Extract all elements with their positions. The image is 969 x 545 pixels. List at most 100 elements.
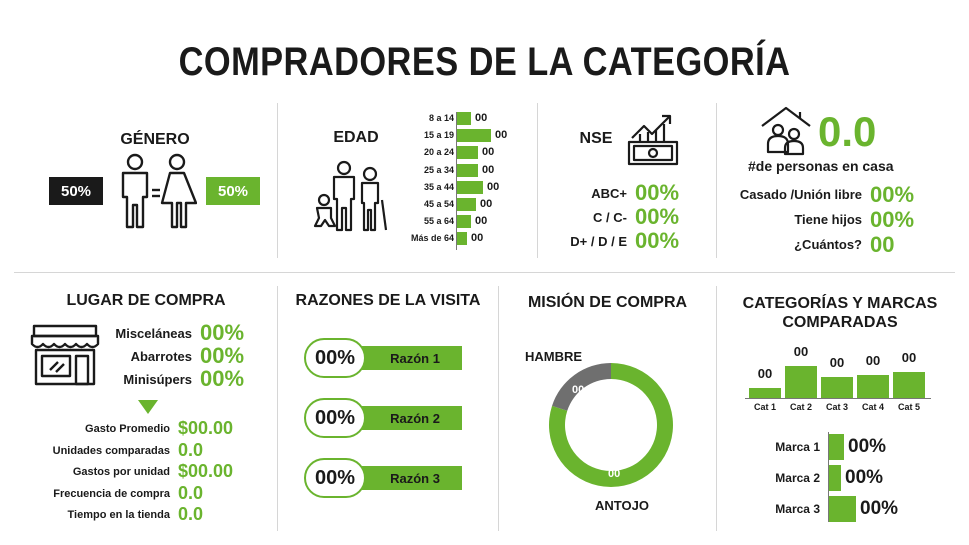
age-label: 55 a 64 bbox=[423, 216, 454, 227]
age-value: 00 bbox=[471, 232, 484, 245]
stat-label: Tiempo en la tienda bbox=[67, 509, 171, 522]
age-label: Más de 64 bbox=[410, 233, 454, 244]
age-bar bbox=[457, 232, 467, 246]
age-value: 00 bbox=[475, 112, 488, 124]
stat-value: 0.0 bbox=[178, 482, 204, 503]
age-label: 45 a 54 bbox=[423, 199, 454, 209]
male-pct-badge: 50% bbox=[49, 177, 103, 205]
age-value: 00 bbox=[480, 198, 493, 210]
household-label: ¿Cuántos? bbox=[794, 237, 862, 252]
gender-people-icon bbox=[121, 153, 197, 229]
age-bar bbox=[457, 163, 478, 177]
marcas-bar-chart: Marca 1 00% Marca 2 00% Marca 3 00% bbox=[740, 432, 940, 524]
household-label: Tiene hijos bbox=[794, 212, 862, 227]
lugar-value: 00% bbox=[200, 366, 245, 391]
reason-bar: Razón 3 bbox=[348, 466, 462, 490]
money-growth-icon bbox=[627, 114, 679, 166]
lugar-title: LUGAR DE COMPRA bbox=[66, 292, 226, 309]
divider bbox=[277, 103, 278, 258]
household-value: 00 bbox=[870, 232, 895, 257]
divider bbox=[498, 286, 499, 531]
age-label: 35 a 44 bbox=[423, 181, 454, 192]
household-size-label: #de personas en casa bbox=[748, 158, 894, 174]
nse-label: ABC+ bbox=[591, 186, 627, 201]
age-bar bbox=[457, 198, 476, 211]
razones-title: RAZONES DE LA VISITA bbox=[295, 292, 481, 309]
stat-label: Gastos por unidad bbox=[72, 466, 170, 479]
age-value: 00 bbox=[495, 129, 508, 142]
stat-value: $00.00 bbox=[178, 461, 234, 482]
age-value: 00 bbox=[482, 163, 495, 176]
antojo-value: 00 bbox=[608, 468, 620, 480]
cat-bar bbox=[893, 372, 925, 398]
cat-value: 00 bbox=[865, 353, 881, 368]
store-icon bbox=[30, 324, 100, 386]
nse-value: 00% bbox=[635, 228, 680, 253]
marca-value: 00% bbox=[848, 436, 887, 457]
age-bar bbox=[457, 180, 483, 194]
cat-label: Cat 1 bbox=[753, 402, 776, 412]
lugar-list: Misceláneas 00% Abarrotes 00% Minisúpers 00% bbox=[100, 320, 270, 392]
marca-bar bbox=[829, 465, 841, 491]
cat-bar bbox=[821, 377, 853, 398]
nse-label: D+ / D / E bbox=[570, 234, 627, 249]
reason-pct: 00% bbox=[304, 458, 366, 498]
hambre-slice bbox=[552, 363, 611, 411]
cat-bar bbox=[857, 375, 889, 398]
household-list: Casado /Unión libre 00% Tiene hijos 00% ¿Cuá… bbox=[730, 182, 960, 262]
stat-value: $00.00 bbox=[178, 418, 234, 438]
stat-label: Unidades comparadas bbox=[52, 444, 170, 457]
age-value: 00 bbox=[487, 180, 500, 193]
lugar-label: Abarrotes bbox=[130, 349, 192, 364]
categorias-bar-chart: 00 Cat 1 00 Cat 2 00 Cat 3 00 Cat 4 00 Cat 5 bbox=[745, 344, 935, 416]
razones-list: Razón 1 00% Razón 2 00% Razón 3 00% bbox=[300, 338, 470, 508]
household-size-value: 0.0 bbox=[818, 108, 877, 155]
divider bbox=[14, 272, 955, 273]
marca-label: Marca 3 bbox=[775, 502, 820, 516]
stat-label: Frecuencia de compra bbox=[53, 487, 170, 500]
cat-value: 00 bbox=[901, 350, 917, 365]
marca-label: Marca 1 bbox=[775, 440, 820, 454]
reason-bar: Razón 2 bbox=[348, 406, 462, 430]
categorias-title-line1: CATEGORÍAS Y MARCAS bbox=[742, 295, 938, 312]
mision-title: MISIÓN DE COMPRA bbox=[527, 294, 688, 311]
marca-label: Marca 2 bbox=[775, 471, 820, 485]
age-label: 25 a 34 bbox=[423, 164, 454, 175]
hambre-value: 00 bbox=[572, 384, 584, 396]
cat-value: 00 bbox=[829, 355, 845, 370]
categorias-title-line2: COMPARADAS bbox=[782, 314, 898, 331]
age-label: 15 a 19 bbox=[423, 130, 454, 141]
age-bar bbox=[457, 129, 491, 143]
nse-title: NSE bbox=[579, 130, 613, 147]
age-bar bbox=[457, 215, 471, 229]
divider bbox=[537, 103, 538, 258]
cat-value: 00 bbox=[757, 366, 773, 381]
age-bar bbox=[457, 112, 471, 125]
female-pct-badge: 50% bbox=[206, 177, 260, 205]
lugar-label: Minisúpers bbox=[123, 372, 192, 387]
age-bar bbox=[457, 146, 478, 160]
marca-bar bbox=[829, 434, 844, 460]
divider bbox=[277, 286, 278, 531]
divider bbox=[716, 103, 717, 258]
cat-value: 00 bbox=[793, 344, 809, 359]
reason-pct: 00% bbox=[304, 338, 366, 378]
mision-donut-chart: 00 00 bbox=[549, 363, 673, 487]
age-bar-chart: 8 a 14 00 15 a 19 00 20 a 24 00 25 a 34 00 35 a … bbox=[400, 112, 525, 252]
nse-value: 00% bbox=[635, 180, 680, 205]
lugar-value: 00% bbox=[200, 343, 245, 368]
lugar-value: 00% bbox=[200, 320, 245, 345]
stat-label: Gasto Promedio bbox=[85, 423, 170, 435]
cat-bar bbox=[749, 388, 781, 398]
page-title: COMPRADORES DE LA CATEGORÍA bbox=[178, 40, 791, 84]
cat-axis bbox=[745, 398, 931, 399]
household-value: 00% bbox=[870, 207, 915, 232]
lugar-label: Misceláneas bbox=[115, 326, 192, 341]
age-label: 20 a 24 bbox=[423, 147, 454, 158]
cat-bar bbox=[785, 366, 817, 398]
age-value: 00 bbox=[475, 215, 488, 228]
age-label: 8 a 14 bbox=[428, 113, 454, 123]
reason-bar: Razón 1 bbox=[348, 346, 462, 370]
nse-label: C / C- bbox=[593, 210, 627, 225]
reason-pct: 00% bbox=[304, 398, 366, 438]
